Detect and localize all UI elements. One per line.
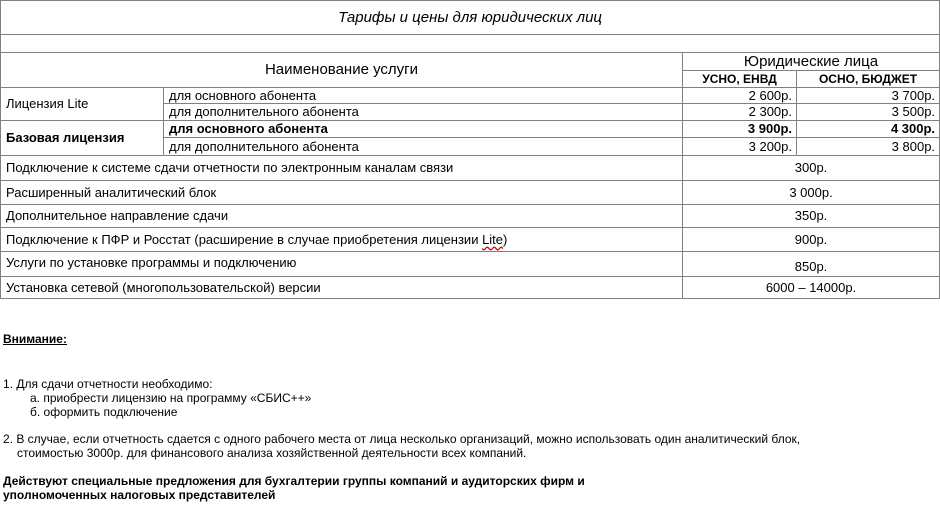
note-1: 1. Для сдачи отчетности необходимо: — [3, 377, 213, 391]
table-title: Тарифы и цены для юридических лиц — [0, 0, 940, 35]
service-price: 350р. — [681, 204, 940, 228]
row-label: для основного абонента — [163, 87, 683, 104]
base-name: Базовая лицензия — [0, 120, 164, 156]
notes: Внимание: 1. Для сдачи отчетности необхо… — [3, 332, 800, 502]
note-2-line1: 2. В случае, если отчетность сдается с о… — [3, 432, 801, 446]
blank-row — [0, 34, 940, 53]
service-name: Дополнительное направление сдачи — [0, 204, 683, 228]
attention-heading: Внимание: — [3, 332, 67, 346]
special-offer-line1: Действуют специальные предложения для бу… — [3, 474, 585, 488]
header-col2: ОСНО, БЮДЖЕТ — [795, 70, 940, 88]
note-1a: а. приобрести лицензию на программу «СБИ… — [30, 391, 312, 405]
service-price: 900р. — [681, 227, 940, 252]
service-price: 850р. — [681, 251, 940, 277]
price: 2 300р. — [682, 103, 797, 121]
price: 3 500р. — [795, 103, 940, 121]
price-table: Тарифы и цены для юридических лиц Наимен… — [0, 0, 940, 299]
price: 3 700р. — [795, 87, 940, 104]
price: 2 600р. — [682, 87, 797, 104]
spellcheck-word: Lite — [482, 231, 504, 247]
service-price: 300р. — [681, 155, 940, 181]
service-name: Установка сетевой (многопользовательской… — [0, 276, 683, 299]
service-name: Подключение к системе сдачи отчетности п… — [0, 155, 683, 181]
lite-name: Лицензия Lite — [0, 87, 164, 121]
service-name-text: Подключение к ПФР и Росстат (расширение … — [6, 231, 483, 247]
header-group: Юридические лица — [681, 52, 940, 71]
special-offer-line2: уполномоченных налоговых представителей — [3, 488, 276, 502]
price: 3 200р. — [682, 137, 797, 156]
service-price: 6000 – 14000р. — [681, 276, 940, 299]
header-col1: УСНО, ЕНВД — [682, 70, 797, 88]
price: 3 900р. — [682, 120, 797, 138]
service-price: 3 000р. — [681, 180, 940, 205]
row-label: для дополнительного абонента — [163, 103, 683, 121]
note-1b: б. оформить подключение — [30, 405, 178, 419]
service-name: Услуги по установке программы и подключе… — [0, 251, 683, 277]
price: 4 300р. — [795, 120, 940, 138]
row-label: для основного абонента — [163, 120, 683, 138]
price: 3 800р. — [795, 137, 940, 156]
note-2-line2: стоимостью 3000р. для финансового анализ… — [17, 446, 527, 460]
header-service: Наименование услуги — [0, 52, 683, 88]
service-name-end: ) — [503, 231, 508, 247]
row-label: для дополнительного абонента — [163, 137, 683, 156]
service-name: Расширенный аналитический блок — [0, 180, 683, 205]
service-name: Подключение к ПФР и Росстат (расширение … — [0, 227, 683, 252]
